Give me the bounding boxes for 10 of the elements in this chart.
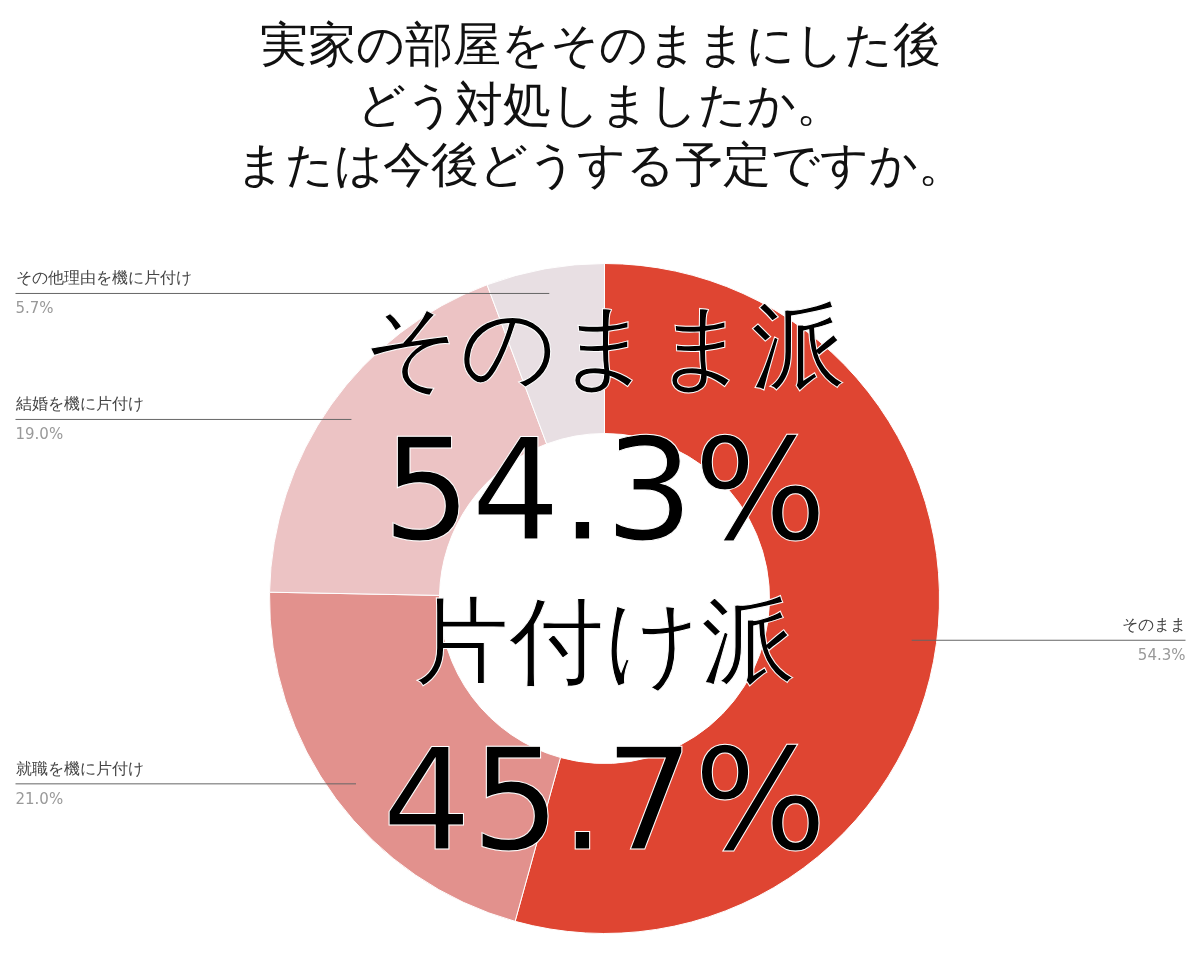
slice-label: その他理由を機に片付け: [15, 268, 192, 288]
data-label: 19.0%: [15, 425, 64, 444]
chart-title: 実家の部屋をそのままにした後どう対処しましたか。: [260, 15, 941, 132]
data-label: 21.0%: [15, 789, 64, 808]
chart-subtitle: または今後どうする予定ですか。: [235, 135, 966, 192]
data-label: 5.7%: [15, 299, 54, 318]
slice-label: 就職を機に片付け: [15, 758, 144, 778]
data-label: 54.3%: [1137, 646, 1186, 665]
slice-label: そのまま: [1121, 615, 1186, 635]
slice-label: 結婚を機に片付け: [14, 394, 144, 414]
